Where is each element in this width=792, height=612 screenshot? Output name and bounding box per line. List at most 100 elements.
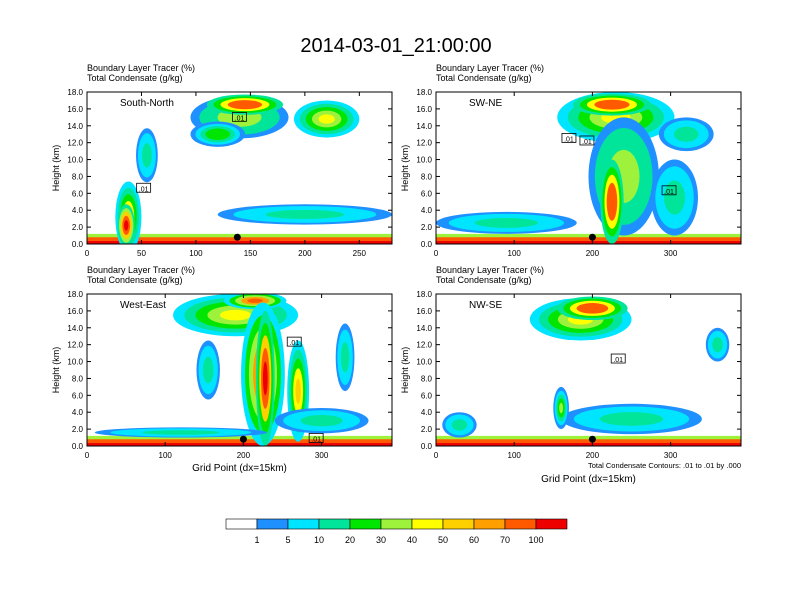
y-tick-label: 4.0 xyxy=(421,206,433,215)
x-tick-label: 300 xyxy=(664,451,678,460)
panel-label: NW-SE xyxy=(469,300,502,311)
subtitle-condensate: Total Condensate (g/kg) xyxy=(87,275,183,285)
x-tick-label: 300 xyxy=(664,249,678,258)
y-tick-label: 8.0 xyxy=(72,374,84,383)
x-axis-label: Grid Point (dx=15km) xyxy=(541,474,636,485)
y-tick-label: 10.0 xyxy=(67,156,83,165)
y-tick-label: 6.0 xyxy=(421,391,433,400)
contour-label-text: .01 xyxy=(289,340,299,347)
tracer-shell-2-4 xyxy=(714,340,721,349)
panel-west-east: .01 .01 0.0 2.0 4.0 6.0 8.0 10.0 12.0 14.0 16.0 18.… xyxy=(51,265,393,474)
x-tick-label: 150 xyxy=(244,249,258,258)
contour-label: .01 xyxy=(232,111,247,122)
x-tick-label: 200 xyxy=(298,249,312,258)
y-tick-label: 14.0 xyxy=(67,324,83,333)
plot-area: .01 .01 .01 xyxy=(436,92,741,244)
y-tick-label: 8.0 xyxy=(421,172,433,181)
colorbar-cell xyxy=(349,518,382,530)
y-axis-label: Height (km) xyxy=(400,347,410,394)
contour-label: .01 xyxy=(136,182,152,193)
y-tick-label: 14.0 xyxy=(416,324,432,333)
colorbar-label: 20 xyxy=(345,535,355,545)
colorbar-label: 40 xyxy=(407,535,417,545)
panel-sw-ne: .01 .01 .01 0.0 2.0 4.0 6.0 8.0 10.0 12.0 14.0 16.0… xyxy=(400,63,742,258)
y-tick-label: 6.0 xyxy=(72,189,84,198)
colorbar-label: 30 xyxy=(376,535,386,545)
y-tick-label: 18.0 xyxy=(416,88,432,97)
colorbar-label: 1 xyxy=(254,535,259,545)
colorbar-cell xyxy=(504,518,537,530)
y-tick-label: 8.0 xyxy=(421,374,433,383)
y-tick-label: 10.0 xyxy=(416,358,432,367)
y-tick-label: 2.0 xyxy=(72,223,84,232)
figure-title: 2014-03-01_21:00:00 xyxy=(300,35,491,57)
y-tick-label: 16.0 xyxy=(67,307,83,316)
plot-frame xyxy=(435,91,742,245)
x-tick-label: 100 xyxy=(159,451,173,460)
contour-label: .01 xyxy=(579,135,595,146)
panels: .01 .01 0.0 2.0 4.0 6.0 8.0 10.0 12.0 14.0 16.0 18.… xyxy=(51,63,742,485)
x-tick-label: 0 xyxy=(434,451,439,460)
tracer-shell-4-4 xyxy=(668,188,681,208)
tracer-shell-1-4 xyxy=(247,298,263,303)
panel-south-north: .01 .01 0.0 2.0 4.0 6.0 8.0 10.0 12.0 14.0 16.0 18.… xyxy=(51,63,393,258)
contour-label-box xyxy=(661,185,677,196)
contour-label-box xyxy=(232,111,247,122)
colorbar-cell xyxy=(256,518,289,530)
x-tick-label: 100 xyxy=(508,451,522,460)
contour-label: .01 xyxy=(308,432,324,443)
contour-label-box xyxy=(286,336,302,347)
contour-label-text: .01 xyxy=(311,436,321,443)
y-tick-label: 16.0 xyxy=(416,307,432,316)
plot-frame xyxy=(86,293,393,447)
y-tick-label: 4.0 xyxy=(72,408,84,417)
x-tick-label: 100 xyxy=(508,249,522,258)
surface-band-inner xyxy=(87,241,392,244)
colorbar-cell xyxy=(318,518,351,530)
tracer-shell-2-4 xyxy=(235,102,255,108)
subtitle-tracer: Boundary Layer Tracer (%) xyxy=(87,265,195,275)
y-axis-label: Height (km) xyxy=(400,145,410,192)
surface-band-middle xyxy=(87,237,392,244)
contour-label: .01 xyxy=(561,133,577,143)
tracer-shell-4-4 xyxy=(295,378,301,404)
y-tick-label: 18.0 xyxy=(67,290,83,299)
colorbar-cell xyxy=(380,518,413,530)
y-tick-label: 12.0 xyxy=(67,341,83,350)
contour-label-box xyxy=(610,353,626,364)
plot-area: .01 xyxy=(436,294,741,446)
tracer-shell-1-4 xyxy=(602,101,622,108)
tracer-shell-6-4 xyxy=(144,148,150,163)
x-tick-label: 0 xyxy=(434,249,439,258)
x-tick-label: 0 xyxy=(85,249,90,258)
y-axis-label: Height (km) xyxy=(51,347,61,394)
location-marker xyxy=(233,233,241,241)
y-tick-label: 4.0 xyxy=(72,206,84,215)
contour-label-box xyxy=(136,182,152,193)
surface-band-middle xyxy=(436,237,741,244)
y-tick-label: 0.0 xyxy=(421,240,433,249)
tracer-shell-5-4 xyxy=(205,362,212,378)
tracer-shell-5-4 xyxy=(559,402,564,414)
colorbar-cell xyxy=(287,518,320,530)
plot-area: .01 .01 xyxy=(87,294,392,446)
x-tick-label: 50 xyxy=(137,249,146,258)
surface-band-inner xyxy=(87,443,392,446)
panel-label: South-North xyxy=(120,98,174,109)
y-tick-label: 6.0 xyxy=(72,391,84,400)
y-tick-label: 4.0 xyxy=(421,408,433,417)
contour-label-text: .01 xyxy=(582,139,592,146)
tracer-shell-5-4 xyxy=(679,130,694,139)
subtitle-tracer: Boundary Layer Tracer (%) xyxy=(436,63,544,73)
y-tick-label: 12.0 xyxy=(416,139,432,148)
surface-band-middle xyxy=(87,439,392,446)
contour-label-box xyxy=(308,432,324,443)
subtitle-tracer: Boundary Layer Tracer (%) xyxy=(87,63,195,73)
y-tick-label: 6.0 xyxy=(421,189,433,198)
colorbar: 1 5 10 20 30 40 50 60 70 100 xyxy=(225,518,568,545)
panel-label: West-East xyxy=(120,300,166,311)
contour-label-text: .01 xyxy=(139,186,149,193)
y-tick-label: 2.0 xyxy=(421,425,433,434)
y-tick-label: 14.0 xyxy=(416,122,432,131)
y-tick-label: 2.0 xyxy=(421,223,433,232)
